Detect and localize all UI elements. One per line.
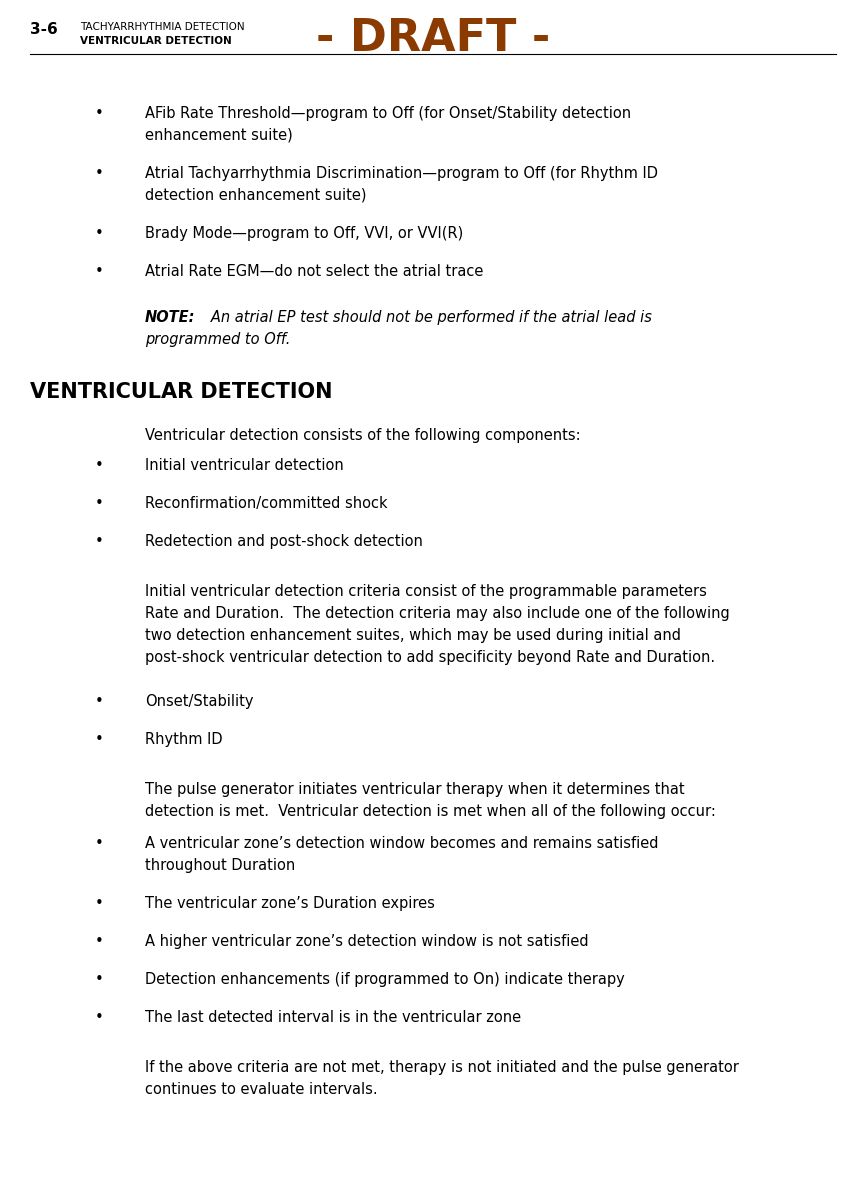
Text: •: • bbox=[95, 896, 104, 911]
Text: •: • bbox=[95, 836, 104, 851]
Text: Atrial Tachyarrhythmia Discrimination—program to Off (for Rhythm ID: Atrial Tachyarrhythmia Discrimination—pr… bbox=[145, 166, 658, 181]
Text: An atrial EP test should not be performed if the atrial lead is: An atrial EP test should not be performe… bbox=[197, 310, 652, 325]
Text: •: • bbox=[95, 496, 104, 511]
Text: Initial ventricular detection: Initial ventricular detection bbox=[145, 458, 344, 473]
Text: detection enhancement suite): detection enhancement suite) bbox=[145, 187, 366, 203]
Text: Redetection and post-shock detection: Redetection and post-shock detection bbox=[145, 534, 423, 549]
Text: NOTE:: NOTE: bbox=[145, 310, 196, 325]
Text: The last detected interval is in the ventricular zone: The last detected interval is in the ven… bbox=[145, 1010, 521, 1024]
Text: throughout Duration: throughout Duration bbox=[145, 858, 295, 873]
Text: Brady Mode—program to Off, VVI, or VVI(R): Brady Mode—program to Off, VVI, or VVI(R… bbox=[145, 226, 463, 241]
Text: A ventricular zone’s detection window becomes and remains satisfied: A ventricular zone’s detection window be… bbox=[145, 836, 658, 851]
Text: •: • bbox=[95, 166, 104, 181]
Text: 3-6: 3-6 bbox=[30, 21, 58, 37]
Text: AFib Rate Threshold—program to Off (for Onset/Stability detection: AFib Rate Threshold—program to Off (for … bbox=[145, 106, 631, 121]
Text: The pulse generator initiates ventricular therapy when it determines that: The pulse generator initiates ventricula… bbox=[145, 782, 685, 798]
Text: •: • bbox=[95, 534, 104, 549]
Text: •: • bbox=[95, 694, 104, 709]
Text: Reconfirmation/committed shock: Reconfirmation/committed shock bbox=[145, 496, 388, 511]
Text: Atrial Rate EGM—do not select the atrial trace: Atrial Rate EGM—do not select the atrial… bbox=[145, 264, 483, 279]
Text: TACHYARRHYTHMIA DETECTION: TACHYARRHYTHMIA DETECTION bbox=[80, 21, 244, 32]
Text: programmed to Off.: programmed to Off. bbox=[145, 332, 290, 347]
Text: •: • bbox=[95, 732, 104, 747]
Text: Onset/Stability: Onset/Stability bbox=[145, 694, 254, 709]
Text: •: • bbox=[95, 106, 104, 121]
Text: •: • bbox=[95, 226, 104, 241]
Text: continues to evaluate intervals.: continues to evaluate intervals. bbox=[145, 1082, 378, 1097]
Text: The ventricular zone’s Duration expires: The ventricular zone’s Duration expires bbox=[145, 896, 435, 911]
Text: •: • bbox=[95, 934, 104, 949]
Text: Detection enhancements (if programmed to On) indicate therapy: Detection enhancements (if programmed to… bbox=[145, 972, 624, 987]
Text: •: • bbox=[95, 972, 104, 987]
Text: VENTRICULAR DETECTION: VENTRICULAR DETECTION bbox=[80, 36, 232, 47]
Text: post-shock ventricular detection to add specificity beyond Rate and Duration.: post-shock ventricular detection to add … bbox=[145, 650, 715, 665]
Text: •: • bbox=[95, 458, 104, 473]
Text: Rhythm ID: Rhythm ID bbox=[145, 732, 223, 747]
Text: •: • bbox=[95, 1010, 104, 1024]
Text: If the above criteria are not met, therapy is not initiated and the pulse genera: If the above criteria are not met, thera… bbox=[145, 1060, 739, 1075]
Text: enhancement suite): enhancement suite) bbox=[145, 128, 293, 143]
Text: A higher ventricular zone’s detection window is not satisfied: A higher ventricular zone’s detection wi… bbox=[145, 934, 589, 949]
Text: Ventricular detection consists of the following components:: Ventricular detection consists of the fo… bbox=[145, 427, 580, 443]
Text: two detection enhancement suites, which may be used during initial and: two detection enhancement suites, which … bbox=[145, 628, 681, 644]
Text: VENTRICULAR DETECTION: VENTRICULAR DETECTION bbox=[30, 382, 333, 402]
Text: - DRAFT -: - DRAFT - bbox=[316, 17, 550, 60]
Text: detection is met.  Ventricular detection is met when all of the following occur:: detection is met. Ventricular detection … bbox=[145, 804, 716, 819]
Text: •: • bbox=[95, 264, 104, 279]
Text: Rate and Duration.  The detection criteria may also include one of the following: Rate and Duration. The detection criteri… bbox=[145, 607, 730, 621]
Text: Initial ventricular detection criteria consist of the programmable parameters: Initial ventricular detection criteria c… bbox=[145, 584, 707, 599]
